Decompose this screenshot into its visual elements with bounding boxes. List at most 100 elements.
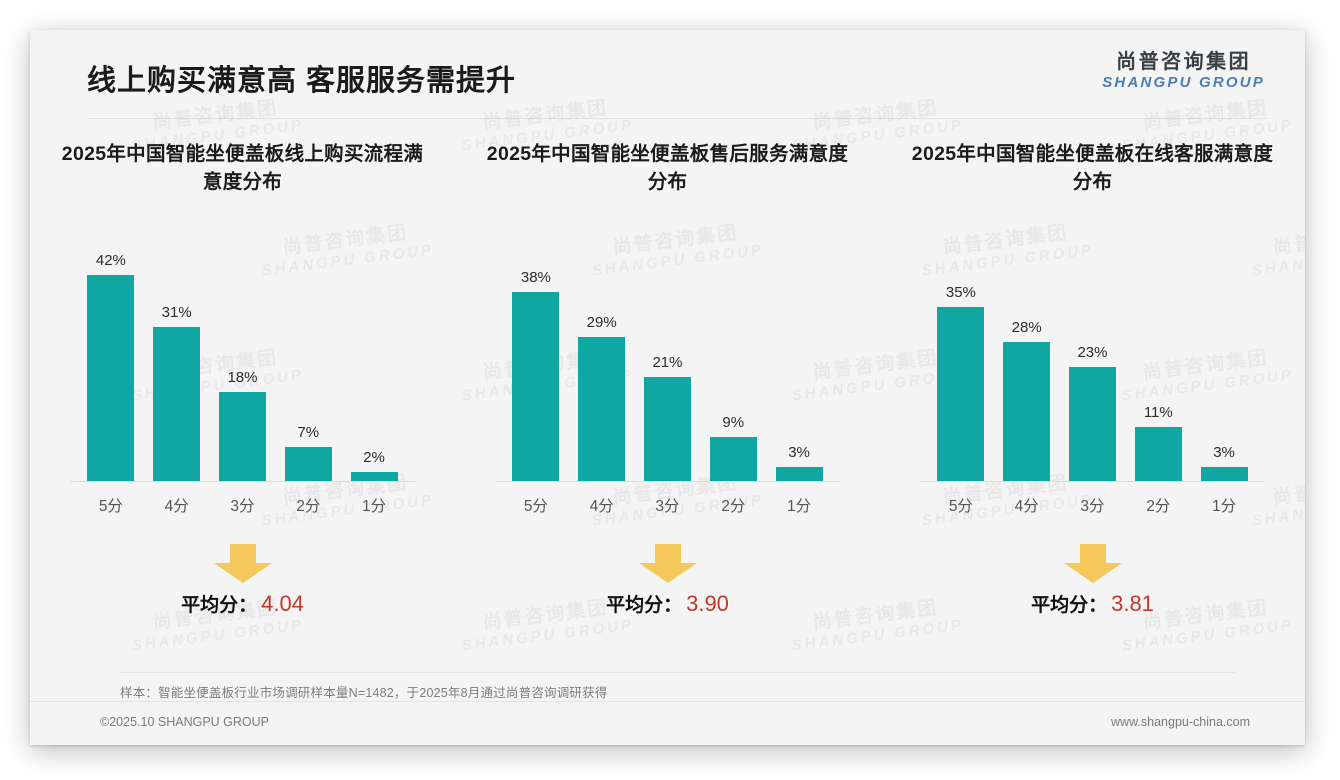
average-score-label: 平均分：: [1031, 595, 1108, 616]
copyright-text: ©2025.10 SHANGPU GROUP: [100, 715, 269, 729]
bar-value-label: 38%: [520, 269, 551, 286]
bar-column: 3%: [1195, 252, 1253, 482]
average-score-text: 平均分： 4.04: [44, 590, 441, 617]
x-axis-tick-label: 1分: [787, 498, 812, 515]
sample-footnote: 样本：智能坐便盖板行业市场调研样本量N=1482，于2025年8月通过尚普咨询调…: [120, 686, 608, 700]
bar: [284, 447, 332, 482]
bar-value-label: 9%: [722, 414, 745, 431]
x-axis-ticks: 5分 4分 3分 2分 1分: [932, 482, 1253, 516]
logo-english-text: SHANGPU GROUP: [1102, 73, 1265, 91]
chart-title: 2025年中国智能坐便盖板在线客服满意度分布: [911, 143, 1274, 194]
bar-chart: 35% 28% 23% 11% 3% 5分 4分 3分 2分 1分: [894, 252, 1291, 515]
x-axis-ticks: 5分 4分 3分 2分 1分: [82, 482, 403, 516]
bar-value-label: 29%: [586, 314, 617, 331]
chart-title: 2025年中国智能坐便盖板售后服务满意度分布: [486, 143, 849, 194]
bar-column: 42%: [82, 252, 140, 482]
bar: [1134, 427, 1182, 482]
x-axis-tick-label: 4分: [1014, 498, 1039, 515]
bar-value-label: 31%: [161, 304, 192, 321]
x-axis-tick-label: 5分: [948, 498, 973, 515]
x-axis-tick-label: 3分: [655, 498, 680, 515]
axis-baseline: [495, 481, 840, 482]
bar-column: 38%: [507, 252, 565, 482]
bar-column: 11%: [1129, 252, 1187, 482]
page-title: 线上购买满意高 客服服务需提升: [87, 65, 517, 97]
bar-value-label: 21%: [652, 354, 683, 371]
down-arrow-icon: [637, 544, 699, 584]
brand-logo: 尚普咨询集团 SHANGPU GROUP: [1102, 51, 1265, 91]
bar: [1003, 342, 1051, 482]
logo-chinese-text: 尚普咨询集团: [1116, 51, 1252, 73]
bar-column: 28%: [998, 252, 1056, 482]
bar: [1068, 367, 1116, 482]
x-axis-tick-label: 4分: [589, 498, 614, 515]
x-axis-tick-label: 5分: [98, 498, 123, 515]
bar-column: 29%: [573, 252, 631, 482]
bar: [153, 327, 201, 482]
bar-chart: 42% 31% 18% 7% 2% 5分 4分 3分 2分 1分: [44, 252, 441, 515]
bar-column: 21%: [639, 252, 697, 482]
bar: [709, 437, 757, 482]
website-link[interactable]: www.shangpu-china.com: [1111, 715, 1250, 729]
slide-footer: ©2025.10 SHANGPU GROUP www.shangpu-china…: [30, 701, 1305, 745]
footnote-divider: [120, 672, 1235, 673]
bar: [775, 467, 823, 482]
bar-column: 3%: [770, 252, 828, 482]
bar-column: 31%: [148, 252, 206, 482]
bar-value-label: 18%: [227, 369, 258, 386]
x-axis-tick-label: 1分: [362, 498, 387, 515]
bar-group: 35% 28% 23% 11% 3%: [932, 252, 1253, 482]
x-axis-tick-label: 2分: [721, 498, 746, 515]
average-score-value: 4.04: [261, 591, 304, 616]
bar-column: 7%: [279, 252, 337, 482]
average-score-value: 3.81: [1111, 591, 1154, 616]
down-arrow-icon: [212, 544, 274, 584]
average-score-block: 平均分： 4.04: [44, 544, 441, 634]
bar-group: 38% 29% 21% 9% 3%: [507, 252, 828, 482]
charts-row: 2025年中国智能坐便盖板线上购买流程满意度分布 42% 31% 18% 7% 2% 5…: [30, 140, 1305, 634]
bar-column: 35%: [932, 252, 990, 482]
x-axis-tick-label: 5分: [523, 498, 548, 515]
chart-panel-online-service: 2025年中国智能坐便盖板在线客服满意度分布 35% 28% 23% 11% 3% 5分…: [880, 140, 1305, 634]
header-divider: [87, 118, 1267, 119]
x-axis-tick-label: 3分: [230, 498, 255, 515]
x-axis-tick-label: 4分: [164, 498, 189, 515]
chart-panel-online-purchase: 2025年中国智能坐便盖板线上购买流程满意度分布 42% 31% 18% 7% 2% 5…: [30, 140, 455, 634]
average-score-value: 3.90: [686, 591, 729, 616]
slide-header: 线上购买满意高 客服服务需提升 尚普咨询集团 SHANGPU GROUP: [30, 30, 1305, 118]
bar: [87, 275, 135, 482]
chart-panel-after-sales: 2025年中国智能坐便盖板售后服务满意度分布 38% 29% 21% 9% 3% 5分 4…: [455, 140, 880, 634]
x-axis-tick-label: 1分: [1212, 498, 1237, 515]
bar-value-label: 3%: [788, 444, 810, 461]
x-axis-tick-label: 3分: [1080, 498, 1105, 515]
average-score-text: 平均分： 3.90: [469, 590, 866, 617]
average-score-label: 平均分：: [181, 595, 258, 616]
bar-value-label: 42%: [95, 252, 126, 269]
bar: [578, 337, 626, 482]
bar-value-label: 23%: [1077, 344, 1108, 361]
bar-value-label: 35%: [945, 284, 976, 301]
bar-value-label: 28%: [1011, 319, 1042, 336]
bar-column: 2%: [345, 252, 403, 482]
bar: [350, 472, 398, 482]
bar-group: 42% 31% 18% 7% 2%: [82, 252, 403, 482]
average-score-text: 平均分： 3.81: [894, 590, 1291, 617]
bar-column: 23%: [1064, 252, 1122, 482]
bar-chart: 38% 29% 21% 9% 3% 5分 4分 3分 2分 1分: [469, 252, 866, 515]
down-arrow-icon: [1062, 544, 1124, 584]
bar-value-label: 2%: [363, 449, 385, 466]
bar: [643, 377, 691, 482]
average-score-label: 平均分：: [606, 595, 683, 616]
bar: [218, 392, 266, 482]
x-axis-tick-label: 2分: [1146, 498, 1171, 515]
bar: [512, 292, 560, 482]
bar-value-label: 11%: [1143, 404, 1173, 421]
bar: [937, 307, 985, 482]
x-axis-tick-label: 2分: [296, 498, 321, 515]
bar: [1200, 467, 1248, 482]
average-score-block: 平均分： 3.81: [894, 544, 1291, 634]
bar-value-label: 3%: [1213, 444, 1235, 461]
chart-title: 2025年中国智能坐便盖板线上购买流程满意度分布: [61, 143, 424, 194]
x-axis-ticks: 5分 4分 3分 2分 1分: [507, 482, 828, 516]
